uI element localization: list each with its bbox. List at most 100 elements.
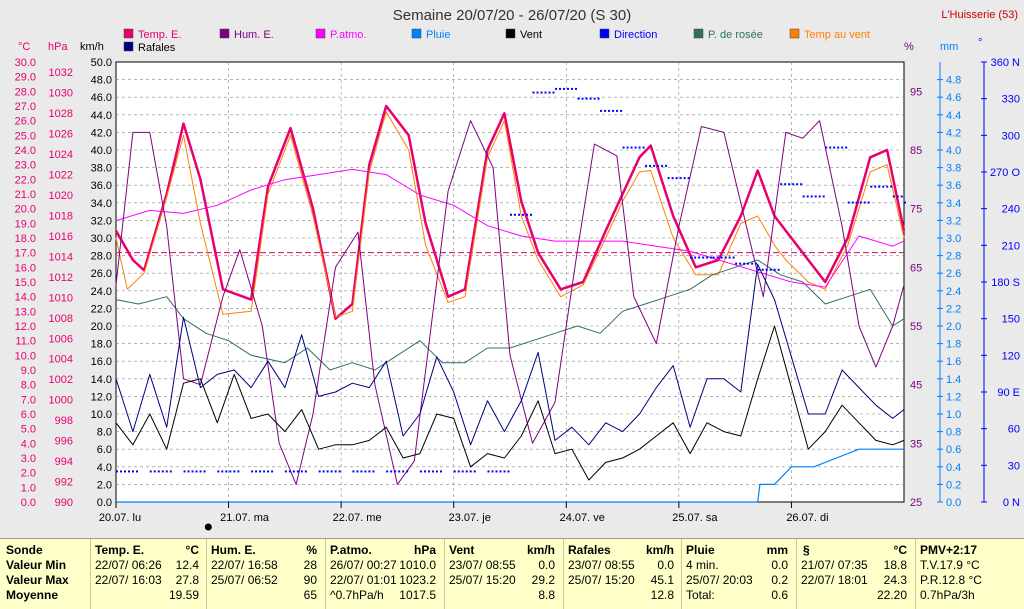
direction-point [600, 109, 603, 112]
legend-label-vent: Vent [520, 29, 542, 41]
direction-point [255, 470, 258, 473]
direction-point [792, 183, 795, 186]
direction-point [394, 470, 397, 473]
rain-tick-label: 4.8 [946, 75, 961, 87]
rafales-min-date: 23/07/ 08:55 [568, 558, 635, 572]
temp-tick-label: 6.0 [21, 409, 36, 421]
rain-tick-label: 4.6 [946, 92, 961, 104]
pressure-tick-label: 1024 [49, 149, 73, 161]
vent-max-val: 29.2 [531, 573, 555, 587]
direction-point [751, 262, 754, 265]
wind-tick-label: 22.0 [91, 303, 112, 315]
direction-point [683, 177, 686, 180]
temp-tick-label: 1.0 [21, 482, 36, 494]
rafales-max-date: 25/07/ 15:20 [568, 573, 635, 587]
direction-point [304, 470, 307, 473]
pressure-tick-label: 1018 [49, 210, 73, 222]
direction-point [457, 470, 460, 473]
pluie-line [116, 448, 904, 503]
temp-tick-label: 0.0 [21, 497, 36, 509]
wind-tick-label: 30.0 [91, 233, 112, 245]
pluie-max-date: 25/07/ 20:03 [686, 573, 753, 587]
direction-point [626, 146, 629, 149]
temp-avg: 19.59 [168, 588, 199, 602]
direction-point [540, 91, 543, 94]
legend-swatch-temp_vent [789, 28, 800, 39]
hum-col-title: Hum. E. [211, 543, 256, 557]
direction-point [221, 470, 224, 473]
direction-point [724, 256, 727, 259]
pressure-tick-label: 1028 [49, 108, 73, 120]
direction-point [757, 268, 760, 271]
direction-point [149, 470, 152, 473]
rain-tick-label: 2.8 [946, 251, 961, 263]
rain-tick-label: 4.4 [946, 110, 961, 122]
direction-point [465, 470, 468, 473]
temp_vent-line [115, 111, 905, 318]
humidity-tick-label: 35 [910, 438, 922, 450]
pluie-column: Pluie mm 4 min. 0.0 25/07/ 20:03 0.2 Tot… [681, 539, 794, 609]
wind-tick-label: 12.0 [91, 391, 112, 403]
vent-avg: 8.8 [538, 588, 555, 602]
wind-tick-label: 2.0 [97, 479, 112, 491]
direction-point [292, 470, 295, 473]
pressure-tick-label: 1020 [49, 190, 73, 202]
direction-point [157, 470, 160, 473]
hum-avg: 65 [303, 588, 317, 602]
direction-point [818, 195, 821, 198]
rain-tick-label: 3.8 [946, 163, 961, 175]
hum-line [115, 120, 905, 485]
pressure-tick-label: 992 [55, 477, 73, 489]
rain-tick-label: 1.6 [946, 356, 961, 368]
legend-label-hum: Hum. E. [234, 29, 274, 41]
direction-point [322, 470, 325, 473]
direction-point [645, 164, 648, 167]
x-tick-label: 25.07. sa [672, 512, 718, 524]
direction-point [360, 470, 363, 473]
vent-line [115, 325, 905, 481]
rain-tick-label: 0.2 [946, 479, 961, 491]
direction-point [698, 256, 701, 259]
direction-point [597, 97, 600, 100]
rafales-line [115, 263, 905, 446]
direction-point [800, 183, 803, 186]
wind-tick-label: 24.0 [91, 286, 112, 298]
vent-col-unit: km/h [526, 543, 555, 557]
direction-point [318, 470, 321, 473]
direction-point [165, 470, 168, 473]
direction-point [402, 470, 405, 473]
humidity-tick-label: 25 [910, 497, 922, 509]
pressure-tick-label: 1006 [49, 333, 73, 345]
direction-point [233, 470, 236, 473]
direction-point [608, 109, 611, 112]
direction-point [859, 201, 862, 204]
direction-tick-label: 60 [1008, 424, 1020, 436]
direction-point [896, 195, 899, 198]
direction-point [720, 256, 723, 259]
wind-tick-label: 50.0 [91, 57, 112, 69]
direction-point [755, 262, 758, 265]
direction-point [453, 470, 456, 473]
direction-point [665, 164, 668, 167]
direction-point [352, 470, 355, 473]
direction-point [802, 195, 805, 198]
direction-point [657, 164, 660, 167]
pluie-total-label: Total: [686, 588, 715, 602]
rain-tick-label: 2.6 [946, 268, 961, 280]
temp-max-val: 27.8 [175, 573, 199, 587]
direction-point [187, 470, 190, 473]
direction-point [577, 97, 580, 100]
pressure-tick-label: 1010 [49, 292, 73, 304]
direction-point [326, 470, 329, 473]
direction-point [491, 470, 494, 473]
direction-point [510, 213, 512, 216]
direction-point [169, 470, 172, 473]
direction-point [514, 213, 516, 216]
series [114, 87, 906, 503]
rain-tick-label: 3.4 [946, 198, 961, 210]
temp-tick-label: 19.0 [15, 218, 36, 230]
legend-swatch-temp [123, 28, 134, 39]
direction-point [667, 177, 670, 180]
temp-col-title: Temp. E. [95, 543, 145, 557]
plot-area [115, 61, 905, 503]
